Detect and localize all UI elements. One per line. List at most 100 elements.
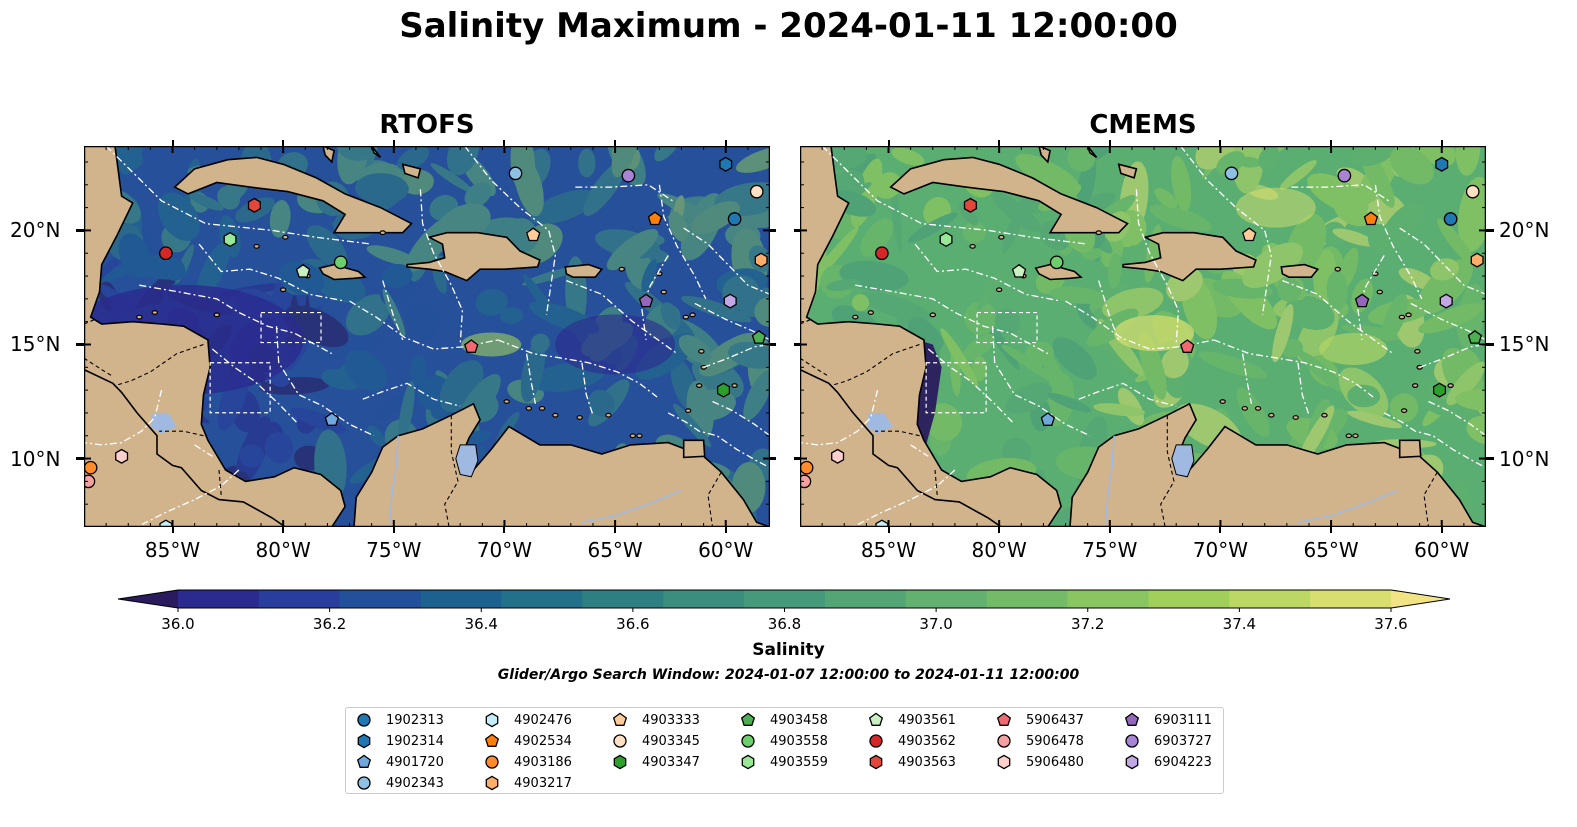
- x-tick-mark-top: [887, 140, 890, 146]
- x-tick-mark-top: [392, 140, 395, 146]
- land-puertoRico: [564, 263, 604, 278]
- colorbar-segment: [501, 590, 583, 608]
- rtofs-marker-4903186: [84, 460, 98, 475]
- pentagon-marker-icon: [740, 712, 756, 726]
- cmems-marker-4903217: [1470, 252, 1484, 268]
- x-tick-mark-top: [503, 140, 506, 146]
- x-tick-mark: [724, 527, 727, 533]
- colorbar-label: Salinity: [752, 640, 825, 660]
- legend-item: 4903347: [612, 752, 700, 772]
- colorbar-segment: [1148, 590, 1230, 608]
- pentagon-marker-icon: [1124, 712, 1140, 726]
- legend-item: 4902476: [484, 710, 572, 730]
- legend-label: 4902476: [514, 712, 572, 728]
- pentagon-marker-icon: [484, 733, 500, 747]
- legend-marker-4903561: [868, 712, 884, 726]
- cmems-map: [800, 146, 1486, 527]
- legend-label: 4902534: [514, 733, 572, 749]
- cmems-marker-4903186: [800, 460, 814, 475]
- legend-label: 4903345: [642, 733, 700, 749]
- legend-item: 6904223: [1124, 752, 1212, 772]
- land-bahamas3: [1117, 163, 1138, 179]
- colorbar-segment: [258, 590, 341, 608]
- legend-label: 4903186: [514, 754, 572, 770]
- cmems-x-tick-label: 75°W: [1082, 538, 1138, 562]
- rtofs-x-tick-label: 80°W: [255, 538, 311, 562]
- colorbar-tick-label: 36.8: [768, 615, 801, 633]
- colorbar-tick-label: 37.4: [1223, 615, 1256, 633]
- circle-marker-icon: [997, 734, 1011, 748]
- legend-label: 6903727: [1154, 733, 1212, 749]
- legend-item: 1902314: [356, 731, 444, 751]
- legend-label: 4903347: [642, 754, 700, 770]
- legend-marker-4902476: [485, 712, 499, 728]
- legend-label: 4903558: [770, 733, 828, 749]
- y-tick-label-right: 20°N: [1499, 218, 1550, 243]
- pentagon-marker-icon: [996, 712, 1012, 726]
- rtofs-x-tick-label: 65°W: [587, 538, 643, 562]
- rtofs-marker-5906437: [464, 339, 479, 353]
- legend-item: 4903559: [740, 752, 828, 772]
- legend-marker-4903347: [613, 754, 627, 770]
- x-tick-mark: [998, 527, 1001, 533]
- y-tick-mark: [770, 228, 776, 232]
- rtofs-marker-4901720: [324, 412, 340, 426]
- legend-marker-4903562: [869, 734, 883, 748]
- hexagon-marker-icon: [613, 754, 627, 770]
- rtofs-marker-4902534: [647, 211, 663, 226]
- land-hispaniola: [1122, 231, 1257, 282]
- colorbar-tick-label: 36.4: [465, 615, 498, 633]
- colorbar-min-extend: [118, 590, 178, 608]
- legend-label: 4903217: [514, 775, 572, 791]
- x-tick-mark-top: [171, 140, 174, 146]
- legend-item: 6903111: [1124, 710, 1212, 730]
- cmems-marker-5906437: [1180, 339, 1195, 353]
- x-tick-mark-top: [1440, 140, 1443, 146]
- legend-marker-4903186: [485, 755, 499, 769]
- cmems-x-tick-label: 65°W: [1303, 538, 1359, 562]
- y-tick-label-left: 15°N: [10, 332, 61, 357]
- rtofs-marker-4903333: [526, 227, 541, 242]
- legend-label: 6904223: [1154, 754, 1212, 770]
- legend-item: 4903217: [484, 773, 572, 793]
- circle-marker-icon: [1125, 734, 1139, 748]
- float-legend: 1902313 1902314 4901720 4902343 4902476 49025…: [345, 707, 1224, 794]
- cmems-marker-4902343: [1224, 166, 1239, 181]
- rtofs-map-frame: [84, 146, 770, 527]
- cmems-map-frame: [800, 146, 1486, 527]
- cmems-marker-4902534: [1363, 211, 1379, 226]
- cmems-x-tick-label: 80°W: [971, 538, 1027, 562]
- legend-marker-4902534: [484, 733, 500, 747]
- colorbar-segment: [663, 590, 745, 608]
- rtofs-marker-4903217: [754, 252, 768, 268]
- lake-maracaibo: [455, 444, 479, 478]
- legend-marker-4902343: [357, 776, 371, 790]
- colorbar-tick-label: 37.6: [1374, 615, 1407, 633]
- rtofs-marker-6904223: [723, 293, 737, 309]
- legend-label: 4901720: [386, 754, 444, 770]
- y-tick-mark: [1486, 228, 1494, 232]
- colorbar-tick-label: 37.0: [919, 615, 952, 633]
- y-tick-mark: [770, 342, 776, 346]
- legend-label: 4902343: [386, 775, 444, 791]
- land-bahamas3: [401, 163, 422, 179]
- rtofs-x-tick-label: 60°W: [698, 538, 754, 562]
- colorbar-tick-label: 36.6: [616, 615, 649, 633]
- legend-label: 5906437: [1026, 712, 1084, 728]
- rtofs-marker-4902343: [508, 166, 523, 181]
- land-bahamas2: [370, 146, 382, 159]
- colorbar-segment: [582, 590, 664, 608]
- y-tick-mark: [794, 228, 800, 232]
- legend-marker-5906437: [996, 712, 1012, 726]
- rtofs-marker-4903345: [749, 184, 764, 199]
- circle-marker-icon: [741, 734, 755, 748]
- cmems-marker-4903558: [1049, 255, 1064, 270]
- legend-item: 4903333: [612, 710, 700, 730]
- x-tick-mark-top: [1330, 140, 1333, 146]
- legend-item: 1902313: [356, 710, 444, 730]
- pentagon-marker-icon: [356, 754, 372, 768]
- legend-item: 4902343: [356, 773, 444, 793]
- x-tick-mark: [503, 527, 506, 533]
- cmems-marker-6904223: [1439, 293, 1453, 309]
- x-tick-mark-top: [998, 140, 1001, 146]
